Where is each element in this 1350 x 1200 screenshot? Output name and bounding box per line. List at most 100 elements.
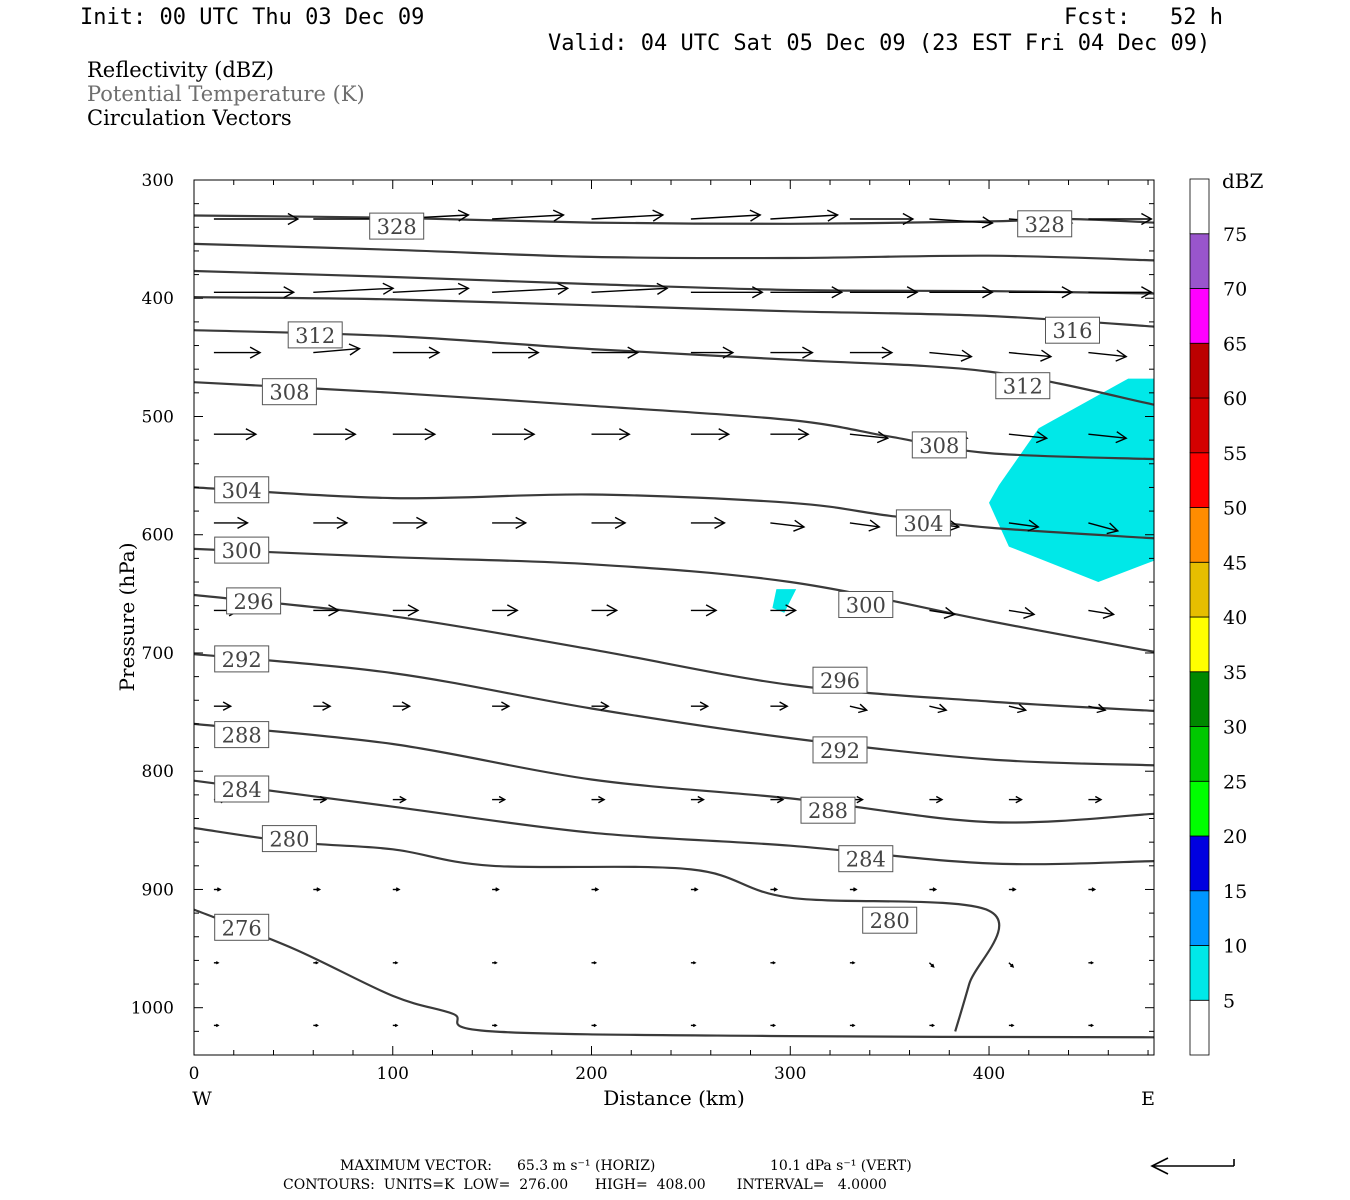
contour-label-280: 280 [862,906,918,934]
wind-vector [392,346,441,359]
wind-vector [313,961,319,965]
y-axis-label: Pressure (hPa) [115,543,139,692]
wind-vector [492,795,507,804]
contour-label-text: 288 [808,799,848,823]
field-vectors: Circulation Vectors [87,106,292,130]
colorbar-label: 30 [1223,717,1247,739]
wind-vector [213,516,249,530]
wind-vector [392,282,470,295]
wind-vector [770,209,840,222]
contour-label-text: 292 [222,648,262,672]
wind-vector [1088,522,1120,535]
wind-vector [1088,606,1116,619]
wind-vector [1008,431,1049,444]
contour-label-text: 280 [269,828,309,852]
wind-vector [213,1023,220,1028]
wind-vector [1008,887,1017,892]
wind-vector [929,349,973,362]
colorbar-label: 50 [1223,498,1247,520]
wind-vector [1088,431,1128,444]
contour-label-288: 288 [800,796,856,824]
wind-vector [392,1023,399,1028]
wind-vector [313,701,332,711]
theta-contours [194,214,1154,1039]
wind-vector [770,604,798,617]
theta-contour-300 [194,547,1154,653]
contour-label-280: 280 [261,825,317,853]
wind-vector [492,1023,498,1028]
contour-label-284: 284 [838,845,894,873]
wind-vector [313,604,340,617]
wind-vector [849,431,890,444]
wind-vector [690,887,699,892]
colorbar-swatch [1189,397,1210,454]
contour-label-328: 328 [369,212,425,240]
wind-vector [1008,703,1028,714]
wind-vector [1008,795,1023,804]
contour-label-328: 328 [1017,210,1073,238]
colorbar-label: 65 [1223,333,1247,355]
wind-vector [690,701,710,711]
wind-vector [770,519,806,532]
forecast-hour: Fcst: 52 h [1064,5,1223,30]
colorbar-label: 10 [1223,936,1247,958]
theta-contour-304 [194,486,1154,540]
contour-label-text: 312 [1003,375,1043,399]
wind-vector [690,604,718,617]
wind-vector [591,516,627,530]
wind-vector [392,604,420,617]
y-tick-label: 500 [142,407,174,427]
contour-label-text: 280 [870,909,910,933]
field-theta: Potential Temperature (K) [87,82,365,106]
wind-vector [313,282,395,295]
theta-contour-320 [194,269,1154,295]
y-tick-label: 800 [142,762,174,782]
contour-label-292: 292 [214,645,270,673]
theta-contour-324 [194,242,1154,262]
contour-label-text: 312 [295,324,335,348]
wind-vector [1088,795,1103,804]
contour-label-300: 300 [214,536,270,564]
colorbar-swatch [1189,945,1210,1001]
west-label: W [192,1088,212,1110]
wind-vector [213,212,300,226]
contour-label-300: 300 [838,591,894,618]
colorbar-swatch [1189,507,1210,563]
colorbar-swatch [1189,671,1210,727]
valid-time: Valid: 04 UTC Sat 05 Dec 09 (23 EST Fri … [548,31,1211,56]
wind-vector [690,428,731,441]
wind-vector [492,516,528,530]
colorbar-label: 35 [1223,662,1247,684]
wind-vector [492,887,500,892]
wind-vector [313,887,322,892]
contour-label-text: 284 [846,848,886,872]
contour-label-312: 312 [995,372,1051,400]
contour-label-296: 296 [812,666,868,694]
wind-vector [591,701,610,711]
wind-vector [770,887,779,892]
theta-contour-276 [194,908,1154,1039]
theta-contour-292 [194,653,1154,767]
wind-vector [591,209,665,222]
wind-vector [591,282,669,295]
x-tick-label: 200 [575,1064,607,1084]
wind-vector [690,1023,697,1028]
wind-vector [690,209,762,222]
y-tick-label: 900 [142,880,174,900]
wind-vector [492,961,498,965]
wind-vector [929,606,957,619]
wind-vector [770,1023,777,1028]
contour-label-text: 308 [269,381,309,405]
wind-vector [591,604,619,617]
contour-label-284: 284 [214,775,270,803]
contour-label-text: 328 [377,215,417,239]
reflectivity-region-0 [989,378,1154,582]
contour-label-296: 296 [226,587,282,615]
x-tick-label: 100 [377,1064,409,1084]
wind-vector [929,1023,936,1028]
wind-vector [929,887,938,892]
contour-label-text: 284 [222,778,262,802]
wind-vector [591,346,640,359]
contour-label-308: 308 [261,378,317,406]
